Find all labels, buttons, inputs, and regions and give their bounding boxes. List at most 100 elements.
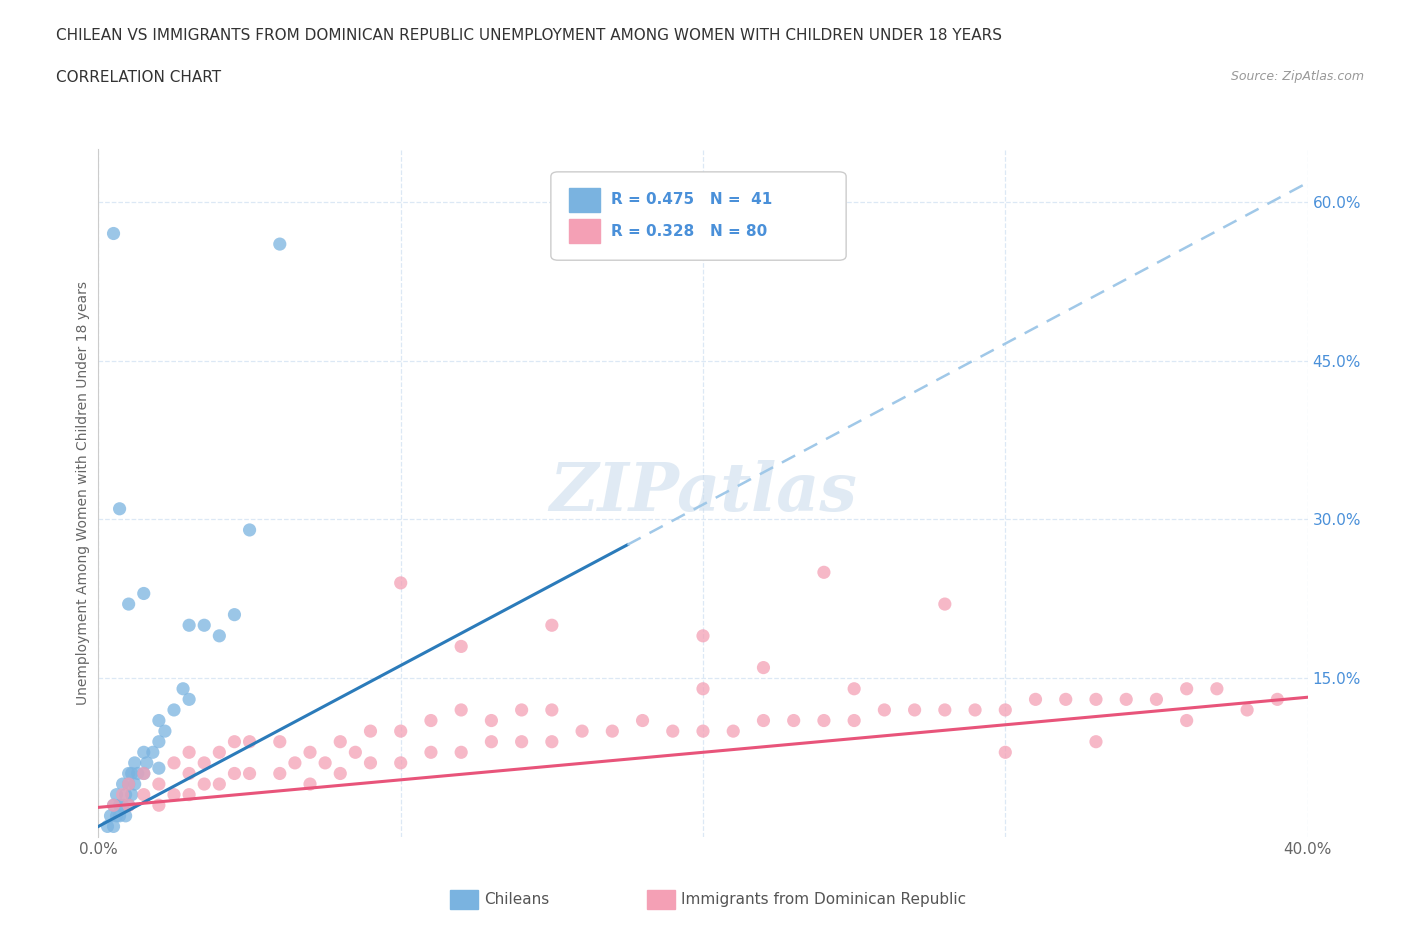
Point <box>873 702 896 717</box>
Point <box>148 798 170 813</box>
Point <box>752 713 775 728</box>
Point <box>111 798 134 813</box>
Point <box>752 660 775 675</box>
Point <box>163 787 186 802</box>
Point <box>179 618 201 632</box>
Point <box>108 798 131 813</box>
Point <box>132 745 155 760</box>
Point <box>1175 713 1198 728</box>
Point <box>111 787 134 802</box>
Point <box>108 808 131 823</box>
Point <box>111 777 134 791</box>
Point <box>934 597 956 612</box>
Point <box>208 629 231 644</box>
Point <box>692 682 714 697</box>
Point <box>1144 692 1167 707</box>
Point <box>239 766 262 781</box>
Point <box>124 755 146 770</box>
Point <box>121 787 143 802</box>
Point <box>510 702 533 717</box>
Point <box>148 735 170 750</box>
Point <box>193 755 215 770</box>
Point <box>389 724 412 738</box>
Point <box>934 702 956 717</box>
Point <box>193 777 215 791</box>
Point <box>132 787 155 802</box>
Point <box>783 713 806 728</box>
Point <box>481 713 503 728</box>
Point <box>844 682 866 697</box>
Point <box>269 735 291 750</box>
Text: Chileans: Chileans <box>484 892 548 907</box>
Point <box>1267 692 1289 707</box>
Point <box>1054 692 1077 707</box>
Text: Source: ZipAtlas.com: Source: ZipAtlas.com <box>1230 70 1364 83</box>
Point <box>239 735 262 750</box>
Point <box>1206 682 1229 697</box>
Point <box>224 607 246 622</box>
Point <box>224 766 246 781</box>
Point <box>450 639 472 654</box>
Point <box>1115 692 1137 707</box>
Point <box>631 713 654 728</box>
Point <box>105 787 128 802</box>
Text: CORRELATION CHART: CORRELATION CHART <box>56 70 221 85</box>
Text: Immigrants from Dominican Republic: Immigrants from Dominican Republic <box>681 892 966 907</box>
Point <box>1175 682 1198 697</box>
Point <box>329 766 352 781</box>
Point <box>121 766 143 781</box>
Point <box>132 766 155 781</box>
Point <box>108 501 131 516</box>
Point <box>239 523 262 538</box>
Point <box>344 745 367 760</box>
Point <box>269 766 291 781</box>
Point <box>114 787 136 802</box>
Point <box>389 576 412 591</box>
Point <box>269 236 291 251</box>
Y-axis label: Unemployment Among Women with Children Under 18 years: Unemployment Among Women with Children U… <box>76 281 90 705</box>
Point <box>118 597 141 612</box>
Point <box>299 745 322 760</box>
Point <box>540 735 562 750</box>
Point <box>965 702 987 717</box>
Point <box>103 798 125 813</box>
Point <box>208 777 231 791</box>
Text: R = 0.328   N = 80: R = 0.328 N = 80 <box>612 224 768 239</box>
Point <box>904 702 927 717</box>
Point <box>118 798 141 813</box>
Point <box>153 724 176 738</box>
Point <box>571 724 593 738</box>
Point <box>105 808 128 823</box>
Point <box>540 702 562 717</box>
Point <box>389 755 412 770</box>
Point <box>148 761 170 776</box>
Point <box>299 777 322 791</box>
Point <box>510 735 533 750</box>
Point <box>360 724 382 738</box>
Point <box>142 745 165 760</box>
Point <box>118 777 141 791</box>
Point <box>661 724 683 738</box>
Point <box>179 692 201 707</box>
Point <box>450 702 472 717</box>
Point <box>692 629 714 644</box>
Point <box>103 798 125 813</box>
Point <box>540 618 562 632</box>
Point <box>813 713 835 728</box>
Point <box>114 808 136 823</box>
Point <box>124 777 146 791</box>
Point <box>602 724 624 738</box>
Text: ZIPatlas: ZIPatlas <box>550 460 856 525</box>
Point <box>135 755 157 770</box>
Point <box>100 808 122 823</box>
Point <box>132 586 155 601</box>
Point <box>179 745 201 760</box>
Text: R = 0.475   N =  41: R = 0.475 N = 41 <box>612 193 772 207</box>
Point <box>224 735 246 750</box>
Point <box>193 618 215 632</box>
Point <box>1085 692 1108 707</box>
Point <box>314 755 336 770</box>
Point <box>172 682 194 697</box>
Point <box>360 755 382 770</box>
Point <box>118 766 141 781</box>
